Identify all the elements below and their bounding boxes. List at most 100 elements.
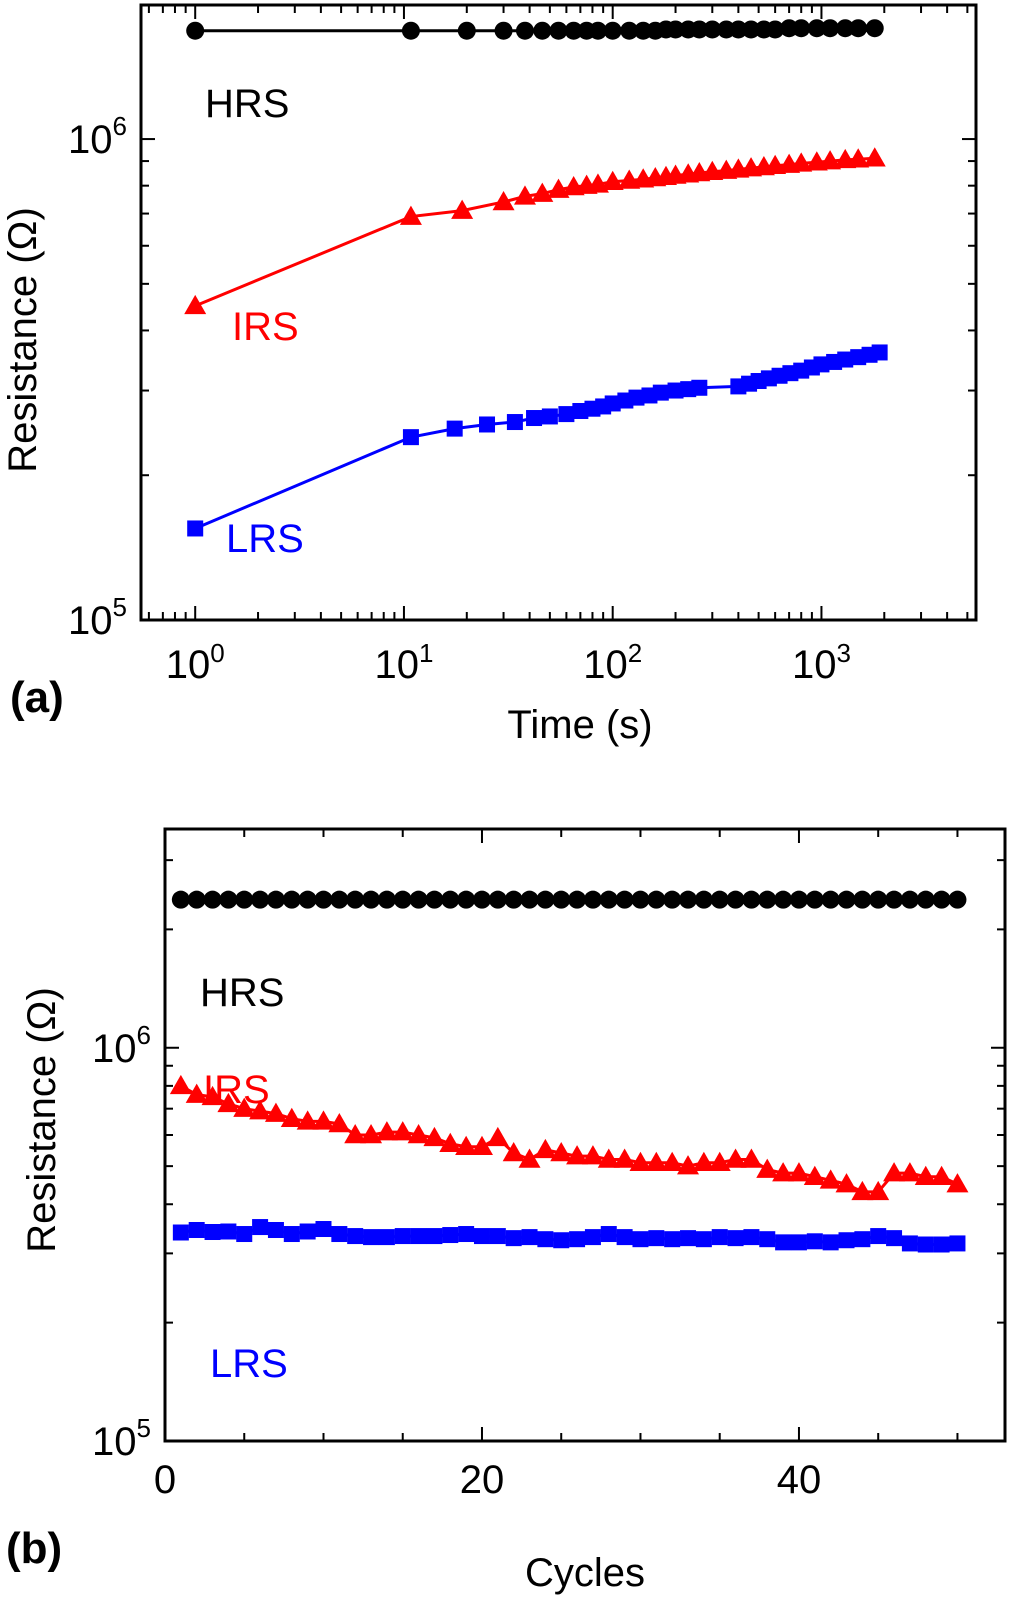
x-tick-label: 103 [792, 638, 851, 687]
data-point [363, 1229, 380, 1246]
data-point [727, 1230, 744, 1247]
data-point [886, 1230, 903, 1247]
data-point [564, 21, 583, 40]
data-point [667, 382, 684, 399]
data-point [666, 20, 685, 39]
y-tick-label: 105 [92, 1413, 151, 1464]
data-point [772, 1162, 795, 1182]
data-point [201, 1085, 224, 1106]
panel-b-plot-frame [163, 827, 1007, 1443]
panel-b-annotation-lrs: LRS [210, 1342, 288, 1386]
data-point [394, 1228, 411, 1245]
series-irs [184, 147, 886, 315]
x-tick-label-base: 10 [583, 643, 628, 687]
data-point [900, 890, 919, 909]
data-point [488, 890, 507, 909]
data-point [837, 890, 856, 909]
y-tick-label-exponent: 6 [137, 1020, 151, 1050]
data-point [847, 148, 870, 168]
data-point [775, 1234, 792, 1251]
data-point [377, 890, 396, 909]
x-tick-label: 100 [166, 638, 225, 687]
data-point [494, 21, 513, 40]
y-tick-label-exponent: 6 [113, 111, 127, 141]
y-tick-label: 106 [68, 111, 127, 162]
data-point [473, 1228, 490, 1245]
data-point [680, 1230, 697, 1247]
data-point [806, 1233, 823, 1250]
data-point [948, 890, 967, 909]
data-point [792, 19, 811, 38]
y-tick-label-base: 10 [92, 1027, 137, 1071]
data-point [869, 890, 888, 909]
data-point [188, 1222, 205, 1239]
data-point [679, 890, 698, 909]
data-point [486, 1126, 509, 1147]
data-point [489, 1228, 506, 1245]
series-lrs [187, 344, 888, 537]
data-point [399, 205, 422, 225]
y-tick-label: 106 [92, 1020, 151, 1071]
data-point [526, 410, 543, 427]
y-tick-label-base: 10 [68, 118, 113, 162]
data-point [312, 1110, 335, 1130]
panel-a-y-axis-label: Resistance (Ω) [1, 207, 45, 473]
y-tick-label-base: 10 [92, 1420, 137, 1464]
data-point [629, 1151, 652, 1172]
data-point [703, 20, 722, 39]
series-line-irs [180, 1084, 959, 1194]
data-point [251, 890, 270, 909]
panel-b-ticks [164, 829, 1005, 1442]
data-point [249, 1100, 272, 1120]
data-point [283, 1226, 300, 1243]
data-point [821, 890, 840, 909]
data-point [708, 1151, 731, 1172]
data-point [724, 1148, 747, 1168]
y-tick-label-exponent: 5 [113, 592, 127, 622]
data-point [695, 1231, 712, 1248]
data-point [442, 1227, 459, 1244]
data-point [836, 19, 855, 38]
data-point [558, 406, 575, 423]
panel-a-plot-frame [139, 3, 978, 622]
data-point [187, 890, 206, 909]
data-point [266, 890, 285, 909]
data-point [204, 1224, 221, 1241]
x-tick-label: 20 [460, 1458, 505, 1502]
panel-b-label: (b) [6, 1524, 62, 1573]
data-point [506, 414, 523, 431]
data-point [568, 890, 587, 909]
data-point [219, 890, 238, 909]
data-point [426, 1228, 443, 1245]
data-point [790, 1234, 807, 1251]
data-point [691, 379, 708, 396]
data-point [759, 1231, 776, 1248]
data-point [583, 890, 602, 909]
data-point [584, 1229, 601, 1246]
data-point [588, 21, 607, 40]
data-point [599, 890, 618, 909]
data-point [743, 1229, 760, 1246]
data-point [457, 21, 476, 40]
data-point [885, 890, 904, 909]
data-point [632, 1231, 649, 1248]
x-tick-label-exponent: 2 [628, 638, 642, 668]
data-point [186, 21, 205, 40]
data-point [569, 1231, 586, 1248]
panel-a-annotation-hrs: HRS [205, 82, 289, 126]
data-point [314, 890, 333, 909]
data-point [346, 890, 365, 909]
data-point [347, 1228, 364, 1245]
data-point [375, 1121, 398, 1141]
data-point [328, 1112, 351, 1133]
data-point [694, 890, 713, 909]
data-point [645, 1151, 668, 1172]
data-point [742, 20, 761, 39]
data-point [536, 890, 555, 909]
data-point [603, 21, 622, 40]
data-point [933, 1236, 950, 1253]
data-point [296, 1110, 319, 1130]
data-point [867, 1180, 890, 1201]
